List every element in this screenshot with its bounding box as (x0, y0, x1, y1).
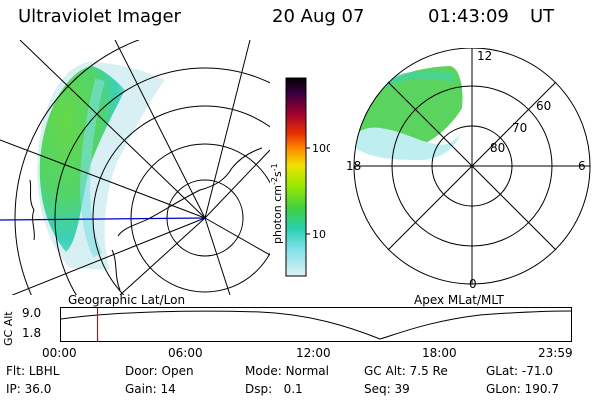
colorbar: 100 10 photon cm-2s-1 (270, 77, 330, 277)
dsp-status: Dsp: 0.1 (245, 382, 303, 396)
date-label: 20 Aug 07 (272, 6, 365, 27)
mlt-label-6: 6 (578, 159, 586, 173)
geographic-caption: Geographic Lat/Lon (68, 293, 186, 307)
filter-status: Flt: LBHL (6, 364, 60, 378)
xtick-1800: 18:00 (422, 346, 457, 360)
timezone-label: UT (530, 6, 555, 27)
mlat-label-60: 60 (536, 99, 551, 113)
altitude-ymin: 1.8 (22, 326, 42, 340)
mlt-label-12: 12 (477, 49, 492, 63)
mode-status: Mode: Normal (245, 364, 329, 378)
mlat-label-70: 70 (512, 121, 527, 135)
colorbar-label: photon cm-2s-1 (270, 163, 284, 244)
glon-status: GLon: 190.7 (486, 382, 559, 396)
gcalt-status: GC Alt: 7.5 Re (364, 364, 448, 378)
altitude-ymax: 9.0 (22, 306, 42, 320)
door-status: Door: Open (125, 364, 194, 378)
mlt-label-18: 18 (346, 159, 361, 173)
svg-text:photon cm-2s-1: photon cm-2s-1 (270, 163, 284, 244)
gain-status: Gain: 14 (125, 382, 176, 396)
colorbar-tick-10: 10 (312, 228, 326, 241)
geographic-image (0, 40, 270, 295)
magnetic-polar-plot: 12 18 6 0 60 70 80 (346, 48, 591, 291)
glat-status: GLat: -71.0 (486, 364, 553, 378)
altitude-strip (60, 307, 572, 342)
xtick-0600: 06:00 (168, 346, 203, 360)
xtick-1200: 12:00 (296, 346, 331, 360)
instrument-title: Ultraviolet Imager (18, 6, 181, 27)
seq-status: Seq: 39 (364, 382, 410, 396)
apex-caption: Apex MLat/MLT (414, 293, 504, 307)
colorbar-tick-100: 100 (312, 142, 330, 155)
time-label: 01:43:09 (428, 6, 509, 27)
altitude-ylabel: GC Alt (2, 311, 15, 346)
mlat-label-80: 80 (490, 141, 505, 155)
ip-status: IP: 36.0 (6, 382, 52, 396)
mlt-label-0: 0 (469, 277, 477, 291)
xtick-2359: 23:59 (538, 346, 573, 360)
xtick-0000: 00:00 (42, 346, 77, 360)
